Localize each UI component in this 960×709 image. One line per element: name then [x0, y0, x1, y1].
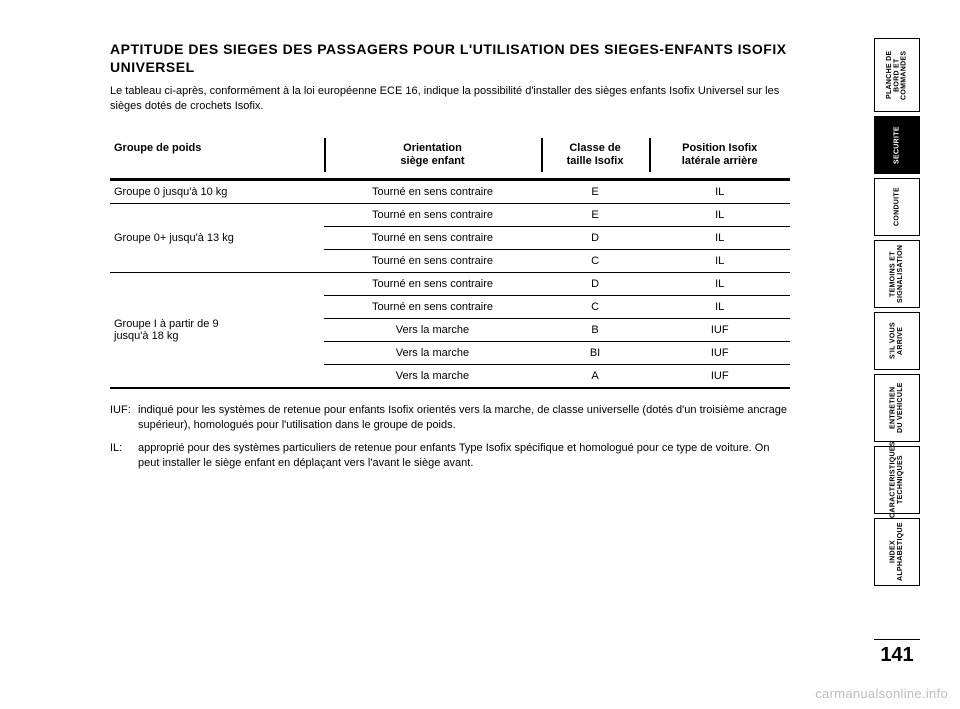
side-tab-active[interactable]: SECURITE	[874, 116, 920, 174]
class-cell: D	[541, 273, 650, 296]
orientation-cell: Tourné en sens contraire	[324, 273, 540, 296]
table-header-row: Groupe de poids Orientation siège enfant…	[110, 136, 790, 179]
position-cell: IUF	[649, 342, 790, 365]
position-cell: IL	[649, 273, 790, 296]
class-cell: B	[541, 319, 650, 342]
position-cell: IL	[649, 250, 790, 273]
class-cell: BI	[541, 342, 650, 365]
table-row: Groupe 0 jusqu'à 10 kgTourné en sens con…	[110, 181, 790, 204]
isofix-table: Groupe de poids Orientation siège enfant…	[110, 136, 790, 389]
th-class: Classe de taille Isofix	[541, 136, 650, 179]
group-cell: Groupe I à partir de 9 jusqu'à 18 kg	[110, 273, 324, 389]
class-cell: A	[541, 365, 650, 389]
th-orientation: Orientation siège enfant	[324, 136, 540, 179]
th-group: Groupe de poids	[110, 136, 324, 179]
orientation-cell: Vers la marche	[324, 365, 540, 389]
orientation-cell: Tourné en sens contraire	[324, 227, 540, 250]
th-position: Position Isofix latérale arrière	[649, 136, 790, 179]
position-cell: IL	[649, 296, 790, 319]
table-row: Groupe I à partir de 9 jusqu'à 18 kgTour…	[110, 273, 790, 296]
footnote-key: IUF:	[110, 403, 138, 433]
orientation-cell: Tourné en sens contraire	[324, 204, 540, 227]
position-cell: IL	[649, 204, 790, 227]
side-tab[interactable]: INDEX ALPHABETIQUE	[874, 518, 920, 586]
side-tab[interactable]: PLANCHE DE BORD ET COMMANDES	[874, 38, 920, 112]
group-cell: Groupe 0 jusqu'à 10 kg	[110, 181, 324, 204]
position-cell: IL	[649, 227, 790, 250]
class-cell: E	[541, 204, 650, 227]
page-number: 141	[874, 639, 920, 667]
footnotes: IUF:indiqué pour les systèmes de retenue…	[110, 403, 790, 470]
side-tabs: PLANCHE DE BORD ET COMMANDESSECURITECOND…	[874, 38, 920, 586]
class-cell: C	[541, 250, 650, 273]
footnote: IUF:indiqué pour les systèmes de retenue…	[110, 403, 790, 433]
position-cell: IUF	[649, 365, 790, 389]
orientation-cell: Vers la marche	[324, 319, 540, 342]
group-cell: Groupe 0+ jusqu'à 13 kg	[110, 204, 324, 273]
side-tab[interactable]: CARACTERISTIQUES TECHNIQUES	[874, 446, 920, 514]
page-content: APTITUDE DES SIEGES DES PASSAGERS POUR L…	[110, 40, 790, 479]
side-tab[interactable]: ENTRETIEN DU VEHICULE	[874, 374, 920, 442]
footnote-text: indiqué pour les systèmes de retenue pou…	[138, 403, 790, 433]
table-row: Groupe 0+ jusqu'à 13 kgTourné en sens co…	[110, 204, 790, 227]
class-cell: E	[541, 181, 650, 204]
class-cell: C	[541, 296, 650, 319]
class-cell: D	[541, 227, 650, 250]
orientation-cell: Tourné en sens contraire	[324, 296, 540, 319]
orientation-cell: Tourné en sens contraire	[324, 181, 540, 204]
section-title: APTITUDE DES SIEGES DES PASSAGERS POUR L…	[110, 40, 790, 76]
orientation-cell: Vers la marche	[324, 342, 540, 365]
orientation-cell: Tourné en sens contraire	[324, 250, 540, 273]
side-tab[interactable]: S'IL VOUS ARRIVE	[874, 312, 920, 370]
footnote-key: IL:	[110, 441, 138, 471]
side-tab[interactable]: CONDUITE	[874, 178, 920, 236]
position-cell: IL	[649, 181, 790, 204]
footnote-text: approprié pour des systèmes particuliers…	[138, 441, 790, 471]
watermark: carmanualsonline.info	[815, 686, 948, 701]
intro-paragraph: Le tableau ci-après, conformément à la l…	[110, 84, 790, 114]
table-body: Groupe 0 jusqu'à 10 kgTourné en sens con…	[110, 181, 790, 389]
footnote: IL:approprié pour des systèmes particuli…	[110, 441, 790, 471]
side-tab[interactable]: TEMOINS ET SIGNALISATION	[874, 240, 920, 308]
position-cell: IUF	[649, 319, 790, 342]
